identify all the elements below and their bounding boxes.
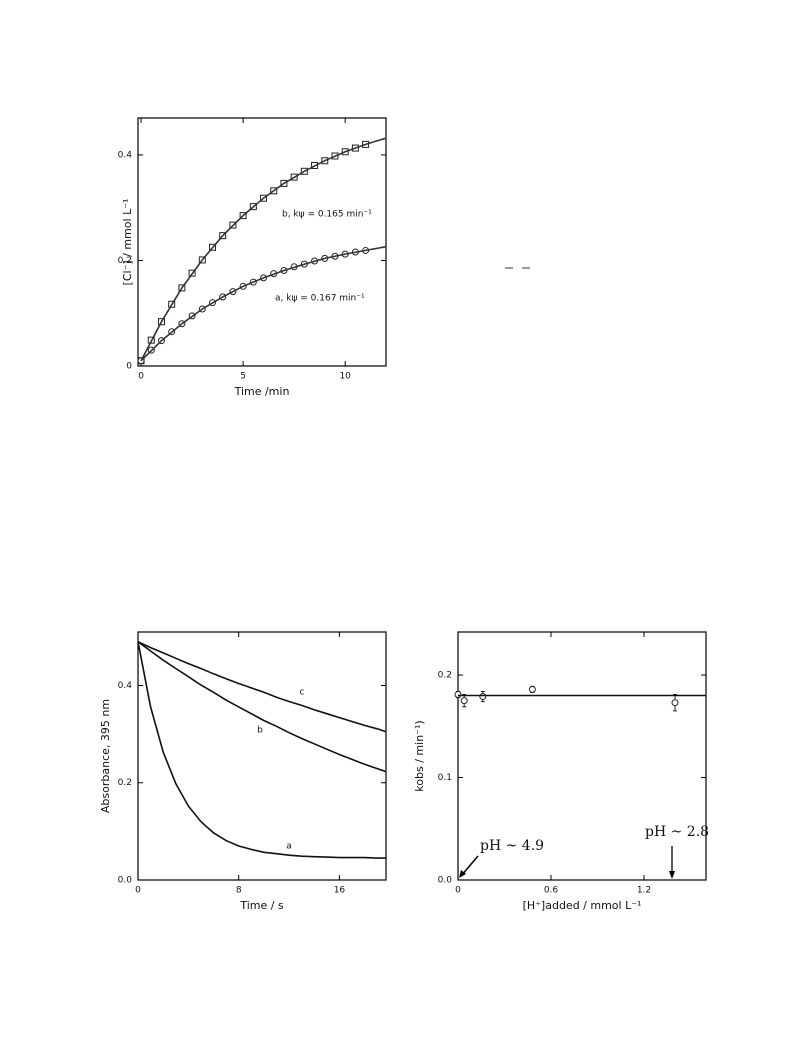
point	[362, 140, 370, 148]
point	[528, 685, 536, 693]
plot-frame	[137, 117, 387, 367]
point	[270, 187, 278, 195]
curve-label: a	[286, 842, 292, 852]
y-tick-label: 0.1	[438, 773, 452, 783]
x-tick-label: 0.6	[544, 886, 559, 896]
y-tick-label: 0.2	[118, 256, 132, 266]
point	[188, 269, 196, 277]
point	[168, 300, 176, 308]
point	[300, 167, 308, 175]
point	[178, 284, 186, 292]
y-tick-label: 0.4	[118, 150, 133, 160]
y-tick-label: 0.2	[118, 778, 132, 788]
x-tick-label: 0	[135, 886, 141, 896]
curve-label: b	[257, 726, 263, 736]
point	[671, 699, 679, 707]
point	[460, 697, 468, 705]
x-tick-label: 8	[236, 886, 242, 896]
curve-label: c	[300, 688, 305, 698]
point	[341, 148, 349, 156]
y-tick-label: 0.0	[438, 876, 453, 886]
point	[157, 318, 165, 326]
arrow-head	[669, 871, 675, 879]
y-tick-label: 0.4	[118, 681, 133, 691]
point	[290, 173, 298, 181]
x-tick-label: 5	[240, 372, 246, 382]
annotation: pH ~ 4.9	[480, 838, 544, 854]
point	[260, 194, 268, 202]
x-tick-label: 0	[138, 372, 144, 382]
x-axis-label: Time / s	[239, 899, 284, 912]
y-axis-label: Absorbance, 395 nm	[99, 699, 112, 813]
y-tick-label: 0.0	[118, 876, 133, 886]
curve	[137, 640, 387, 733]
point	[147, 336, 155, 344]
point	[249, 203, 257, 211]
arrow-head	[459, 870, 466, 878]
y-tick-label: 0	[126, 362, 132, 372]
x-tick-label: 0	[455, 886, 461, 896]
plot-frame	[457, 631, 707, 881]
y-axis-label: kobs / min⁻¹)	[413, 720, 426, 791]
curve	[140, 137, 387, 362]
annotation: pH ~ 2.8	[645, 824, 709, 840]
point	[209, 243, 217, 251]
x-axis-label: Time /min	[234, 385, 290, 398]
point	[479, 693, 487, 701]
y-tick-label: 0.2	[438, 671, 452, 681]
x-tick-label: 16	[334, 886, 346, 896]
point	[351, 144, 359, 152]
curve	[140, 245, 387, 362]
annotation: b, kψ = 0.165 min⁻¹	[282, 210, 372, 220]
point	[321, 157, 329, 165]
curve	[137, 641, 387, 773]
x-tick-label: 1.2	[637, 886, 651, 896]
x-tick-label: 10	[339, 372, 351, 382]
point	[454, 691, 462, 699]
plot-frame	[137, 631, 387, 881]
point	[331, 152, 339, 160]
annotation: a, kψ = 0.167 min⁻¹	[275, 294, 365, 304]
point	[280, 179, 288, 187]
curve	[137, 641, 386, 859]
point	[229, 221, 237, 229]
point	[311, 161, 319, 169]
point	[239, 212, 247, 220]
x-axis-label: [H⁺]added / mmol L⁻¹	[523, 899, 642, 912]
point	[198, 256, 206, 264]
point	[219, 232, 227, 240]
y-axis-label: [Cl⁻] / mmol L⁻¹	[121, 199, 134, 286]
